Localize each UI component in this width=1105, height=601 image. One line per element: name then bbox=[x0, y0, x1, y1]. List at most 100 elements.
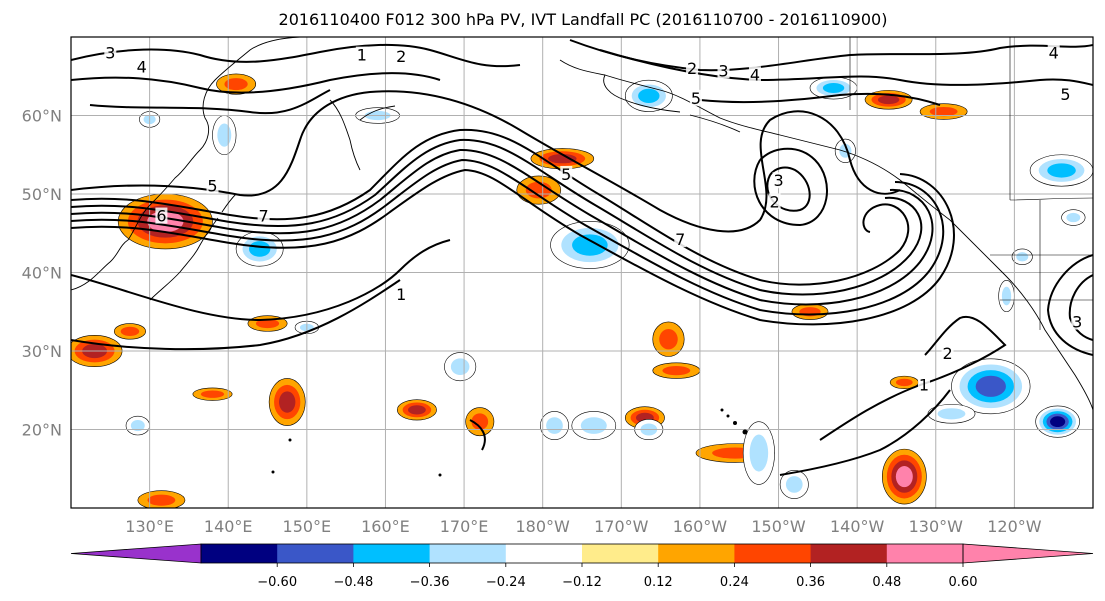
anomaly-level bbox=[450, 358, 470, 376]
colorbar-swatch bbox=[582, 544, 659, 563]
pv-contour bbox=[753, 147, 828, 227]
contour-label: 5 bbox=[561, 165, 571, 184]
contour-label-bg bbox=[395, 286, 408, 303]
anomaly-blob bbox=[998, 280, 1015, 313]
us-state-borders bbox=[990, 200, 1093, 330]
anomaly-level bbox=[548, 154, 577, 164]
anomaly-blob bbox=[571, 411, 617, 441]
island-dot bbox=[726, 414, 730, 418]
anomaly-level bbox=[147, 494, 176, 506]
anomaly-level bbox=[1050, 416, 1066, 428]
pv-contour bbox=[71, 158, 945, 316]
anomaly-level bbox=[546, 417, 563, 434]
pv-contour bbox=[71, 90, 901, 233]
pv-contour bbox=[71, 239, 451, 322]
anomaly-level bbox=[662, 365, 691, 376]
contour-label-bg bbox=[395, 48, 408, 65]
latitude-tick-label: 20°N bbox=[22, 421, 62, 440]
latitude-tick-label: 60°N bbox=[22, 107, 62, 126]
colorbar-tick-label: −0.48 bbox=[333, 575, 373, 590]
colorbar-swatch bbox=[658, 544, 735, 563]
anomaly-level bbox=[929, 106, 958, 117]
contour-label: 7 bbox=[675, 230, 685, 249]
anomaly-level bbox=[278, 391, 296, 413]
longitude-tick-label: 170°W bbox=[594, 517, 649, 536]
colorbar-swatch bbox=[277, 544, 354, 563]
anomaly-blob bbox=[192, 387, 233, 401]
pv-contour bbox=[71, 138, 923, 296]
longitude-tick-label: 140°E bbox=[204, 517, 253, 536]
pv-contour bbox=[71, 168, 955, 326]
contour-label-bg bbox=[689, 89, 702, 106]
anomaly-blob bbox=[216, 73, 257, 95]
pv-contours bbox=[71, 39, 1093, 476]
longitude-tick-label: 160°E bbox=[361, 517, 410, 536]
anomaly-level bbox=[1066, 212, 1081, 223]
colorbar-swatch bbox=[201, 544, 278, 563]
anomaly-blob bbox=[212, 115, 237, 156]
colorbar-tick-label: 0.24 bbox=[720, 575, 749, 590]
colorbar-swatches bbox=[70, 543, 1094, 564]
pv-contour bbox=[71, 148, 934, 306]
colorbar-swatch bbox=[505, 544, 583, 563]
anomaly-level bbox=[471, 413, 489, 430]
anomaly-level bbox=[638, 88, 660, 103]
contour-label-bg bbox=[1047, 44, 1060, 61]
anomaly-level bbox=[224, 78, 248, 91]
island-dot bbox=[288, 438, 292, 442]
anomaly-level bbox=[217, 123, 232, 147]
contour-label-bg bbox=[674, 231, 687, 248]
colorbar-tick-label: 0.12 bbox=[644, 575, 673, 590]
contour-label: 4 bbox=[750, 65, 760, 84]
colorbar-swatch bbox=[353, 544, 431, 563]
contour-label: 6 bbox=[156, 207, 166, 226]
contour-label: 3 bbox=[1072, 313, 1082, 332]
contour-label: 1 bbox=[396, 285, 406, 304]
contour-label-bg bbox=[135, 58, 148, 75]
contour-label: 3 bbox=[773, 171, 783, 190]
contour-label: 2 bbox=[687, 59, 697, 78]
contour-label-bg bbox=[155, 207, 168, 224]
contour-label-bg bbox=[206, 177, 219, 194]
anomaly-blob bbox=[137, 490, 186, 508]
contour-label-bg bbox=[748, 66, 761, 83]
anomaly-blob bbox=[1011, 248, 1033, 265]
colorbar-swatch bbox=[886, 544, 964, 563]
anomaly-level bbox=[659, 329, 678, 350]
anomaly-level bbox=[248, 241, 271, 257]
anomaly-blob bbox=[550, 221, 630, 269]
contour-label: 5 bbox=[1060, 85, 1070, 104]
anomaly-level bbox=[130, 420, 145, 432]
anomaly-level bbox=[822, 83, 845, 94]
anomaly-level bbox=[1001, 286, 1012, 306]
pv-contour bbox=[71, 279, 401, 351]
anomaly-blob bbox=[1035, 405, 1080, 438]
island-dot bbox=[271, 470, 275, 474]
anomaly-blob bbox=[652, 362, 701, 379]
anomaly-blob bbox=[1061, 209, 1086, 226]
contour-label-bg bbox=[257, 207, 270, 224]
longitude-tick-label: 130°E bbox=[125, 517, 174, 536]
latitude-tick-label: 50°N bbox=[22, 185, 62, 204]
colorbar-swatch bbox=[734, 544, 812, 563]
longitude-tick-label: 180°W bbox=[516, 517, 571, 536]
colorbar-tick-label: −0.60 bbox=[257, 575, 297, 590]
colorbar-over-extension bbox=[962, 543, 1094, 564]
latitude-tick-label: 30°N bbox=[22, 342, 62, 361]
contour-label-bg bbox=[772, 172, 785, 189]
longitude-tick-label: 130°W bbox=[909, 517, 964, 536]
pv-contour bbox=[1046, 254, 1093, 356]
contour-label-bg bbox=[560, 165, 573, 182]
pv-contour bbox=[89, 89, 331, 115]
anomaly-blob bbox=[125, 415, 150, 436]
anomaly-level bbox=[937, 408, 966, 420]
pv-contour bbox=[71, 72, 441, 94]
island-dot bbox=[438, 473, 442, 477]
longitude-tick-labels: 130°E 140°E 150°E 160°E 170°E 180°W 170°W 160°W… bbox=[125, 517, 1041, 536]
anomaly-blob bbox=[834, 138, 856, 163]
colorbar: −0.60 −0.48 −0.36 −0.24 −0.12 0.12 0.24 0.36 0.4… bbox=[70, 543, 1094, 590]
pv-contour bbox=[469, 389, 951, 476]
longitude-tick-label: 160°W bbox=[673, 517, 728, 536]
anomaly-level bbox=[255, 318, 280, 329]
contour-label: 5 bbox=[691, 89, 701, 108]
